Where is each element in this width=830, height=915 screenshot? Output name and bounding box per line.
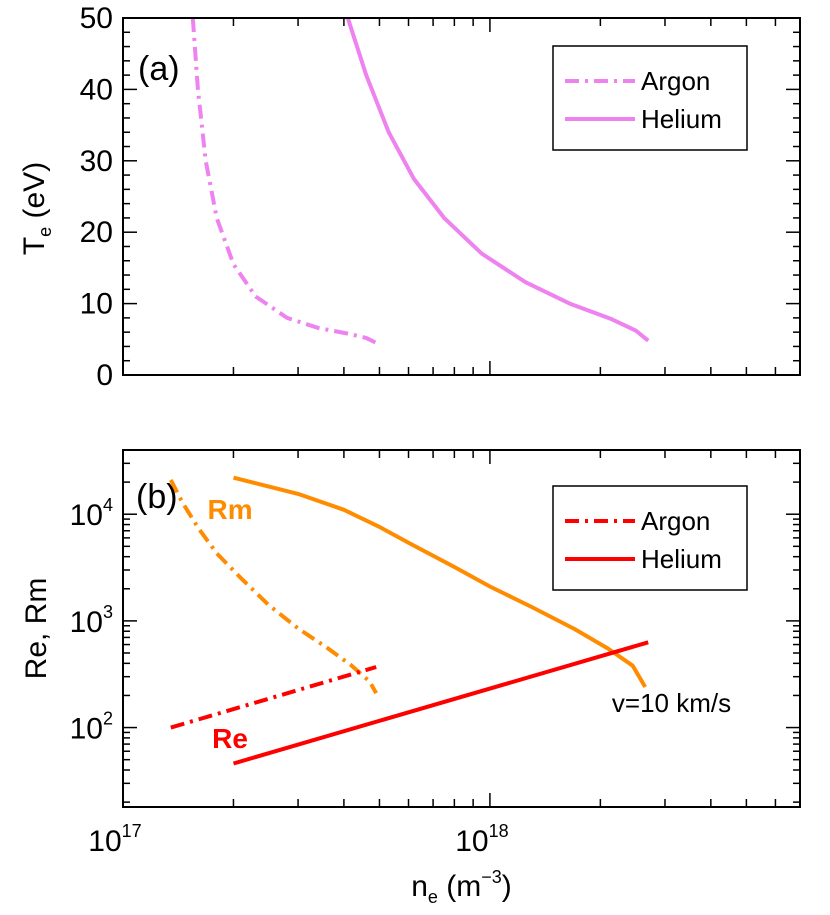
y-tick-label: 0 — [96, 359, 113, 392]
legend-helium-label: Helium — [641, 544, 722, 574]
panel-a-minor-ticks — [122, 18, 801, 375]
series-re-argon-line — [170, 665, 377, 730]
y-tick-label: 50 — [80, 2, 113, 35]
legend-argon-label: Argon — [641, 506, 710, 536]
panel-b-y-axis-label: Re, Rm — [20, 578, 53, 680]
panel-a-legend-box — [552, 45, 748, 151]
y-tick-label: 10 — [80, 288, 113, 321]
y-tick-label: 20 — [80, 216, 113, 249]
x-label-main: n — [411, 870, 428, 903]
legend-helium-label: Helium — [641, 104, 722, 134]
panel-b-x-ticks: 1017 1018 — [88, 821, 508, 858]
y-tick-label: 40 — [80, 73, 113, 106]
panel-b-legend-box — [552, 485, 748, 591]
panel-b-y-ticks: 102 103 104 — [70, 449, 800, 803]
annotation-velocity: v=10 km/s — [612, 688, 731, 718]
series-re-helium-line — [232, 640, 649, 766]
panel-a: 0 10 20 30 40 50 (a) Te (eV) Argon Helium — [18, 2, 801, 392]
panel-b-label: (b) — [136, 478, 178, 516]
x-tick-label: 1017 — [88, 821, 141, 858]
panel-a-y-ticks: 0 10 20 30 40 50 — [80, 2, 800, 392]
x-label-unit-close: ) — [502, 870, 512, 903]
panel-b-frame — [122, 449, 801, 808]
svg-text:ne (m−3): ne (m−3) — [411, 867, 512, 907]
y-tick-label: 104 — [70, 495, 113, 532]
panel-a-label: (a) — [138, 50, 180, 88]
panel-b-curves — [169, 475, 649, 766]
series-argon-line — [190, 17, 378, 345]
series-helium-line — [345, 17, 650, 343]
annotation-rm: Rm — [208, 494, 253, 525]
panel-b-legend: Argon Helium — [552, 485, 748, 591]
annotation-re: Re — [212, 723, 248, 754]
x-tick-label: 1018 — [455, 821, 508, 858]
y-label-main: T — [18, 237, 51, 255]
y-tick-label: 30 — [80, 145, 113, 178]
x-label-unit-exp: −3 — [481, 867, 502, 887]
y-label-sub: e — [35, 227, 55, 237]
x-label-unit-open: (m — [438, 870, 481, 903]
x-axis-label: ne (m−3) — [411, 867, 512, 907]
panel-a-legend: Argon Helium — [552, 45, 748, 151]
panel-a-curves — [190, 17, 650, 345]
panel-b: 102 103 104 1017 1018 (b) Re, Rm ne (m−3) A… — [20, 449, 801, 907]
panel-a-y-axis-label: Te (eV) — [18, 162, 55, 255]
x-label-sub: e — [428, 887, 438, 907]
y-tick-label: 102 — [70, 709, 113, 746]
y-tick-label: 103 — [70, 602, 113, 639]
y-label-unit: (eV) — [18, 162, 51, 227]
panel-a-frame — [122, 17, 801, 376]
legend-argon-label: Argon — [641, 66, 710, 96]
svg-text:Te (eV): Te (eV) — [18, 162, 55, 255]
